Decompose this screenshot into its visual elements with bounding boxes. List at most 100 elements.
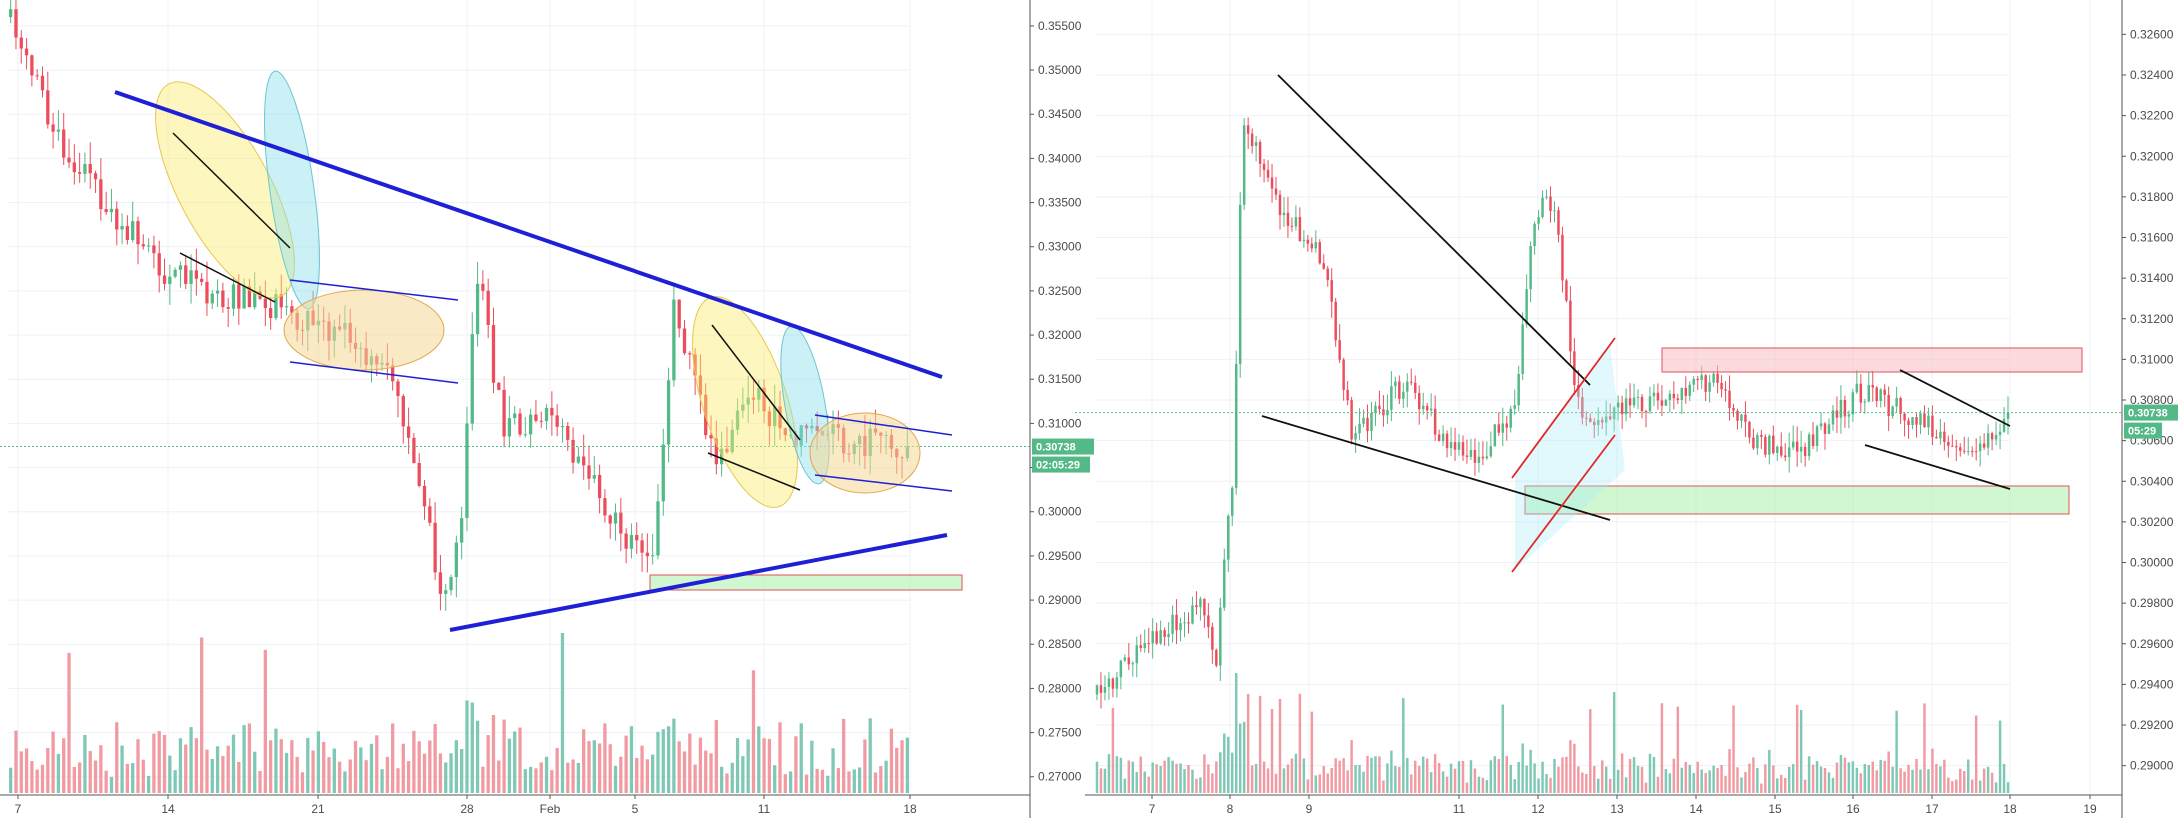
- volume-bar: [1903, 771, 1906, 793]
- volume-bar: [1151, 762, 1154, 793]
- candle-body: [1823, 423, 1827, 434]
- ascending-support-line: [449, 533, 948, 632]
- candle-body: [1334, 301, 1337, 341]
- candle-body: [597, 474, 602, 499]
- volume-bar: [422, 753, 427, 793]
- candle-body: [1525, 289, 1528, 325]
- volume-bar: [544, 756, 549, 793]
- candle-body: [1986, 433, 1990, 448]
- channel-line-red: [1511, 434, 1616, 573]
- candle-body: [555, 415, 559, 427]
- candle-body: [730, 429, 734, 453]
- candle-body: [1211, 626, 1214, 650]
- candle-body: [566, 426, 570, 440]
- volume-bar: [1517, 762, 1520, 793]
- volume-bar: [1199, 777, 1202, 793]
- candle-body: [1493, 424, 1497, 447]
- volume-bar: [1254, 763, 1258, 793]
- volume-bar: [125, 763, 130, 793]
- volume-bar: [1664, 768, 1668, 793]
- volume-bar: [1298, 693, 1302, 793]
- candle-body: [1123, 657, 1127, 661]
- volume-bar: [788, 771, 793, 793]
- candle-body: [1783, 455, 1787, 458]
- volume-bar: [491, 714, 496, 793]
- time-tick-label: 18: [2003, 802, 2017, 816]
- candle-body: [629, 534, 634, 549]
- candle-body: [1171, 614, 1174, 634]
- volume-bar: [757, 726, 761, 793]
- volume-bar: [168, 755, 172, 793]
- candle-body: [1744, 414, 1747, 422]
- volume-bar: [348, 759, 352, 793]
- candle-body: [1215, 649, 1218, 666]
- candle-body: [513, 413, 517, 419]
- volume-bar: [778, 722, 782, 793]
- volume-bar: [889, 728, 894, 793]
- volume-bar: [1437, 762, 1441, 793]
- volume-bar: [1167, 757, 1170, 793]
- volume-bar: [1465, 782, 1469, 793]
- candle-body: [1099, 685, 1103, 693]
- candle-body: [1485, 456, 1489, 459]
- candle-body: [1135, 645, 1139, 664]
- candle-body: [1521, 324, 1524, 374]
- candle-body: [1489, 446, 1493, 457]
- volume-bar: [1537, 778, 1540, 793]
- volume-bar: [1334, 758, 1337, 793]
- candle-body: [1696, 378, 1699, 381]
- volume-bar: [460, 749, 464, 793]
- volume-bar: [1883, 760, 1886, 793]
- volume-bar: [428, 740, 432, 793]
- candle-body: [1791, 441, 1795, 448]
- volume-bar: [629, 726, 634, 793]
- candle-body: [1994, 435, 1998, 440]
- right-chart-panel[interactable]: 0.32600 0.32400 0.32200 0.32000 0.31800 0.316…: [1075, 0, 2178, 818]
- candle-body: [417, 462, 421, 486]
- volume-bar: [1227, 736, 1230, 793]
- volume-bar: [842, 718, 846, 793]
- candle-body: [1179, 623, 1182, 631]
- candle-body: [120, 226, 124, 230]
- candle-body: [131, 221, 135, 241]
- volume-bar: [1131, 761, 1135, 793]
- volume-bar: [1262, 761, 1266, 793]
- candle-body: [1652, 392, 1656, 397]
- left-chart-panel[interactable]: 0.35500 0.35000 0.34500 0.34000 0.33500 0.330…: [0, 0, 1094, 818]
- volume-bar: [109, 776, 114, 793]
- volume-bar: [1859, 773, 1863, 793]
- volume-bar: [725, 773, 729, 793]
- candle-body: [1517, 373, 1520, 406]
- candle-body: [231, 284, 236, 309]
- candle-body: [1390, 386, 1393, 410]
- volume-bar: [666, 726, 671, 793]
- flag-black-line: [707, 452, 801, 491]
- wedge-line-lower: [1261, 415, 1611, 521]
- candle-body: [1207, 615, 1210, 627]
- pennant-line-lower: [1864, 444, 2011, 490]
- volume-bar: [1966, 759, 1970, 793]
- candle-body: [406, 426, 411, 438]
- candle-body: [1537, 217, 1540, 224]
- volume-bar: [1744, 772, 1747, 793]
- candle-body: [284, 306, 289, 308]
- candle-body: [1191, 605, 1194, 624]
- time-tick-label: 11: [1453, 802, 1466, 816]
- candle-body: [773, 406, 777, 427]
- volume-bar: [613, 765, 618, 793]
- candle-body: [1776, 446, 1779, 454]
- volume-bar: [1330, 767, 1333, 793]
- pattern-ellipse: [809, 412, 921, 494]
- candle-body: [1358, 423, 1361, 434]
- candle-body: [1227, 515, 1230, 560]
- candle-body: [1612, 407, 1616, 420]
- volume-bar: [475, 720, 480, 793]
- volume-bar: [1632, 757, 1636, 793]
- volume-bar: [316, 731, 321, 793]
- volume-bar: [1410, 774, 1413, 793]
- candle-body: [1887, 394, 1890, 417]
- volume-bar: [353, 740, 358, 793]
- candle-body: [1127, 657, 1131, 665]
- candle-body: [1406, 381, 1409, 392]
- volume-bar: [40, 764, 45, 793]
